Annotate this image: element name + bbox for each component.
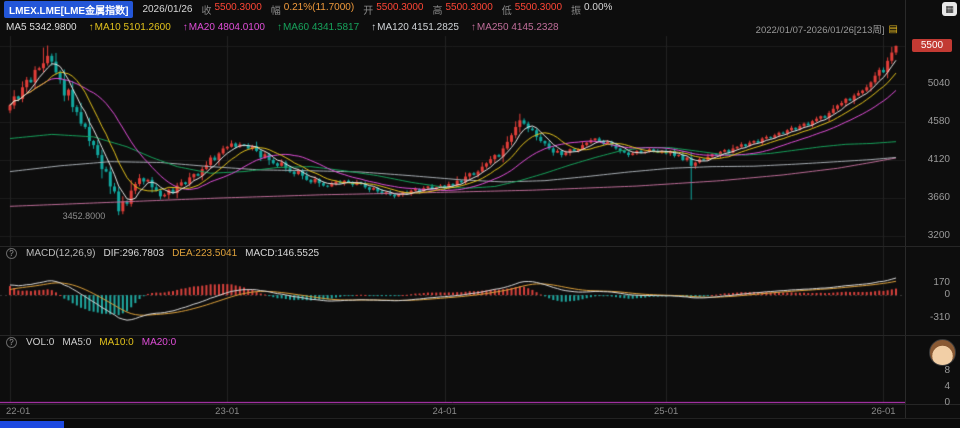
visible-range: 2022/01/07-2026/01/26[213周] ▤	[755, 22, 898, 37]
help-icon[interactable]: ?	[6, 336, 17, 348]
quote-field-label: 高	[432, 6, 443, 17]
ma-item-text: MA250 4145.2328	[476, 21, 559, 33]
quote-field-value: 0.21%(11.7000)	[283, 2, 355, 13]
quote-field-value: 0.00%	[584, 2, 613, 13]
panel-separator	[0, 335, 960, 336]
ma-item-ma250: ↑ MA250 4145.2328	[471, 22, 559, 33]
quote-field-change: 幅 0.21%(11.7000)	[271, 2, 354, 17]
price-tick: 4120	[927, 154, 950, 166]
vol-part-3: MA20:0	[141, 336, 177, 348]
quote-date: 2026/01/26	[142, 4, 193, 15]
time-label-23-01: 23-01	[215, 406, 240, 417]
macd-part-0[interactable]: MACD(12,26,9)	[26, 247, 96, 259]
visible-range-label: 2022/01/07-2026/01/26[213周]	[755, 25, 885, 36]
quote-field-amplitude: 振 0.00%	[571, 2, 612, 17]
quote-field-close: 收 5500.3000	[202, 2, 262, 17]
quote-field-value: 5500.3000	[376, 2, 424, 13]
arrow-up-icon: ↑	[182, 21, 188, 33]
vol-tick: 8	[944, 365, 950, 376]
ma-item-text: MA60 4341.5817	[282, 21, 360, 33]
macd-tick: -310	[929, 312, 950, 324]
scrollbar-thumb[interactable]	[0, 421, 64, 428]
price-tick: 3200	[927, 230, 950, 242]
macd-part-1: DIF:296.7803	[103, 247, 165, 259]
arrow-up-icon: ↑	[276, 21, 282, 33]
quote-field-label: 收	[201, 6, 212, 17]
quote-field-label: 开	[363, 6, 374, 17]
price-tick: 5040	[927, 77, 950, 89]
chart-canvas[interactable]	[0, 0, 905, 418]
quote-field-label: 低	[501, 6, 512, 17]
quote-field-value: 5500.3000	[514, 2, 563, 13]
price-tick: 3660	[927, 192, 950, 204]
symbol-badge[interactable]: LMEX.LME[LME金属指数]	[4, 1, 134, 18]
time-label-25-01: 25-01	[653, 406, 679, 417]
macd-header: ? MACD(12,26,9) DIF:296.7803 DEA:223.5041 M…	[6, 247, 319, 259]
quote-field-high: 高 5500.3000	[432, 2, 492, 17]
panel-separator	[0, 246, 960, 247]
report-icon[interactable]: ▤	[888, 23, 898, 35]
quote-field-value: 5500.3000	[445, 2, 493, 13]
ma-item-text: MA120 4151.2825	[377, 21, 459, 33]
vol-header: ? VOL:0 MA5:0 MA10:0 MA20:0	[6, 336, 176, 348]
price-tick: 4580	[927, 115, 950, 127]
quote-field-label: 幅	[270, 6, 281, 17]
vol-tick: 0	[944, 397, 950, 408]
user-avatar[interactable]	[929, 339, 956, 366]
panel-separator	[0, 404, 960, 405]
axis-divider	[905, 0, 906, 418]
ma-item-ma120: ↑ MA120 4151.2825	[371, 22, 459, 33]
last-price-badge: 5500	[912, 38, 952, 52]
quote-fields: 收 5500.3000 幅 0.21%(11.7000) 开 5500.3000 高 5500…	[202, 2, 613, 17]
app-logo-icon[interactable]: ▦	[942, 2, 957, 16]
vol-values: VOL:0 MA5:0 MA10:0 MA20:0	[26, 337, 176, 348]
vol-part-2: MA10:0	[99, 336, 134, 348]
time-label-24-01: 24-01	[432, 406, 457, 417]
quote-field-open: 开 5500.3000	[363, 2, 423, 17]
quote-field-label: 振	[571, 6, 582, 17]
quote-header: LMEX.LME[LME金属指数] 2026/01/26 收 5500.3000 幅…	[4, 1, 612, 18]
quote-field-value: 5500.3000	[214, 2, 262, 13]
ma-item-text: MA10 5101.2600	[94, 21, 171, 33]
macd-tick: 170	[933, 276, 950, 288]
bottom-scrollbar	[0, 418, 960, 428]
ma-item-text: MA5 5342.9800	[6, 21, 77, 33]
arrow-up-icon: ↑	[371, 21, 377, 33]
macd-part-3: MACD:146.5525	[245, 247, 320, 259]
ma-item-ma20: ↑ MA20 4804.0100	[183, 22, 265, 33]
time-label-26-01: 26-01	[871, 406, 896, 417]
macd-part-2: DEA:223.5041	[172, 247, 238, 259]
ma-indicator-row: MA5 5342.9800 ↑ MA10 5101.2600 ↑ MA20 4804.0…	[6, 20, 559, 34]
low-price-annotation: 3452.8000	[62, 211, 106, 222]
vol-part-1: MA5:0	[62, 336, 92, 348]
arrow-up-icon: ↑	[88, 21, 94, 33]
quote-field-low: 低 5500.3000	[502, 2, 562, 17]
ma-item-ma60: ↑ MA60 4341.5817	[277, 22, 359, 33]
time-label-22-01: 22-01	[6, 406, 31, 417]
ma-item-text: MA20 4804.0100	[188, 21, 265, 33]
vol-part-0: VOL:0	[26, 336, 55, 348]
macd-tick: 0	[944, 289, 950, 301]
help-icon[interactable]: ?	[6, 247, 17, 259]
macd-values: MACD(12,26,9) DIF:296.7803 DEA:223.5041 MAC…	[26, 248, 319, 259]
arrow-up-icon: ↑	[470, 21, 476, 33]
vol-tick: 4	[944, 381, 950, 392]
ma-item-ma10: ↑ MA10 5101.2600	[89, 22, 171, 33]
ma-item-ma5: MA5 5342.9800	[6, 22, 77, 33]
